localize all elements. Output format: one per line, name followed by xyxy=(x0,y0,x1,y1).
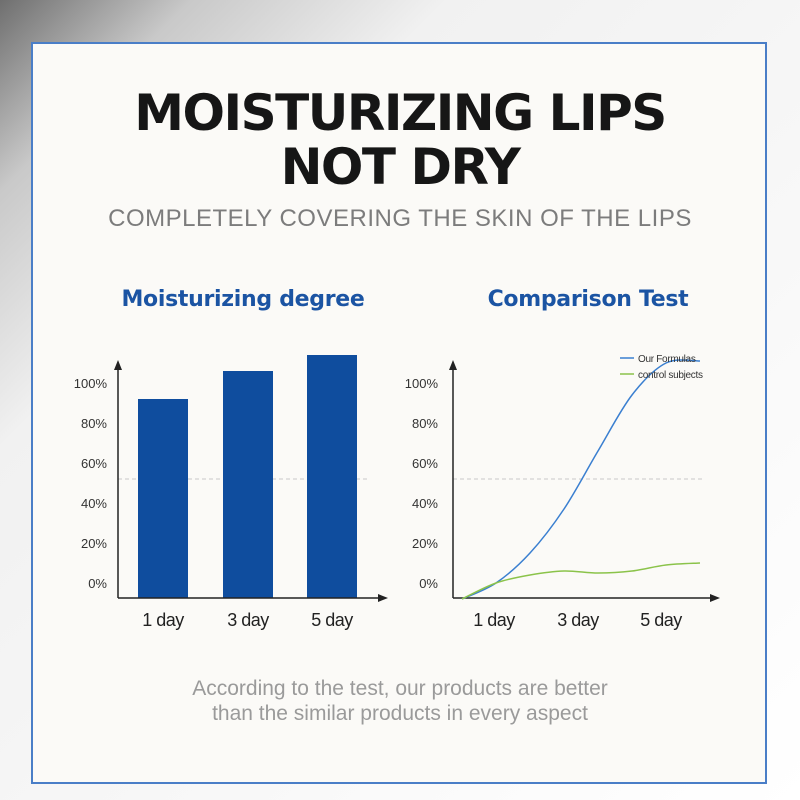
footer-line-2: than the similar products in every aspec… xyxy=(212,702,588,725)
bar-chart-y-tick-label: 100% xyxy=(74,376,108,391)
bar-chart-x-tick-label: 3 day xyxy=(227,610,269,630)
line-chart-x-tick-label: 3 day xyxy=(557,610,599,630)
line-chart-x-axis-arrow xyxy=(710,594,720,602)
line-chart-y-tick-label: 60% xyxy=(412,456,438,471)
footer-line-1: According to the test, our products are … xyxy=(192,677,608,700)
legend-label-control-subjects: control subjects xyxy=(638,370,703,381)
legend-label-our-formulas: Our Formulas xyxy=(638,354,696,365)
line-chart-y-tick-label: 20% xyxy=(412,536,438,551)
bar-chart-x-axis-arrow xyxy=(378,594,388,602)
bar-chart-x-tick-label: 5 day xyxy=(311,610,353,630)
subtitle: COMPLETELY COVERING THE SKIN OF THE LIPS xyxy=(108,205,692,232)
line-chart-title: Comparison Test xyxy=(487,287,689,312)
bar-1-day xyxy=(138,399,188,598)
headline-line-1: MOISTURIZING LIPS xyxy=(134,84,667,142)
bar-5-day xyxy=(307,355,357,598)
bar-chart-y-tick-label: 40% xyxy=(81,496,107,511)
bar-chart-y-tick-label: 0% xyxy=(88,576,107,591)
line-chart-x-tick-label: 1 day xyxy=(473,610,515,630)
line-series-our-formulas xyxy=(461,359,701,600)
line-chart-y-axis-arrow xyxy=(449,360,457,370)
line-chart-y-tick-label: 40% xyxy=(412,496,438,511)
footer-text: According to the test, our products are … xyxy=(0,676,800,726)
bar-chart-y-tick-label: 20% xyxy=(81,536,107,551)
line-chart-y-tick-label: 80% xyxy=(412,416,438,431)
bar-chart-y-axis-arrow xyxy=(114,360,122,370)
line-chart-x-tick-label: 5 day xyxy=(640,610,682,630)
bar-chart-x-tick-label: 1 day xyxy=(142,610,184,630)
bar-chart-y-tick-label: 60% xyxy=(81,456,107,471)
line-chart-y-tick-label: 0% xyxy=(419,576,438,591)
bar-3-day xyxy=(223,371,273,598)
line-chart-y-tick-label: 100% xyxy=(405,376,439,391)
bar-chart-title: Moisturizing degree xyxy=(121,287,365,312)
headline-line-2: NOT DRY xyxy=(280,138,521,196)
line-series-control-subjects xyxy=(461,562,701,600)
bar-chart-y-tick-label: 80% xyxy=(81,416,107,431)
